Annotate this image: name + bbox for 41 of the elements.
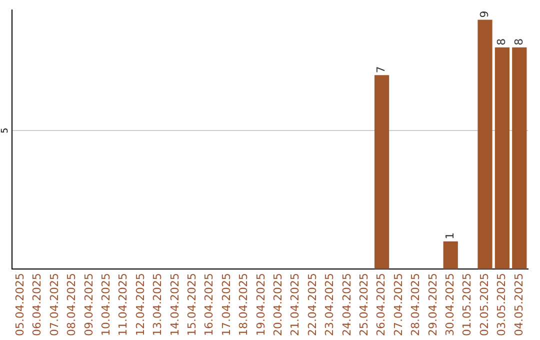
bar bbox=[443, 241, 458, 270]
x-tick-label: 17.04.2025 bbox=[220, 273, 233, 336]
x-tick-label: 05.04.2025 bbox=[13, 273, 26, 336]
x-tick-label: 21.04.2025 bbox=[288, 273, 302, 336]
data-label: 8 bbox=[512, 38, 526, 46]
x-tick-label: 03.05.2025 bbox=[495, 273, 508, 336]
x-tick-label: 07.04.2025 bbox=[48, 273, 61, 336]
x-tick-label: 22.04.2025 bbox=[306, 273, 319, 336]
x-tick-label: 01.05.2025 bbox=[460, 273, 474, 336]
x-tick-label: 13.04.2025 bbox=[151, 273, 164, 336]
x-tick-label: 08.04.2025 bbox=[65, 273, 78, 336]
x-tick-label: 12.04.2025 bbox=[134, 273, 147, 336]
x-tick-label: 29.04.2025 bbox=[426, 273, 440, 336]
x-tick-label: 30.04.2025 bbox=[443, 273, 456, 336]
x-tick-label: 15.04.2025 bbox=[185, 273, 198, 336]
x-tick-label: 10.04.2025 bbox=[99, 273, 112, 336]
bar bbox=[494, 47, 510, 270]
x-tick-label: 28.04.2025 bbox=[409, 273, 422, 336]
x-tick-label: 09.04.2025 bbox=[82, 273, 96, 336]
data-label: 9 bbox=[478, 10, 491, 18]
bar bbox=[478, 20, 492, 270]
data-label: 1 bbox=[443, 232, 456, 240]
x-tick-label: 11.04.2025 bbox=[116, 273, 130, 336]
x-tick-label: 18.04.2025 bbox=[237, 273, 250, 336]
x-tick-label: 19.04.2025 bbox=[254, 273, 268, 336]
x-tick-label: 23.04.2025 bbox=[323, 273, 336, 336]
y-tick-label: 5 bbox=[0, 128, 10, 134]
x-tick-label: 16.04.2025 bbox=[202, 273, 216, 336]
x-tick-label: 24.04.2025 bbox=[340, 273, 354, 336]
x-tick-label: 04.05.2025 bbox=[512, 273, 526, 336]
x-tick-label: 27.04.2025 bbox=[392, 273, 405, 336]
x-tick-label: 14.04.2025 bbox=[168, 273, 182, 336]
bar bbox=[374, 75, 390, 270]
x-tick-label: 20.04.2025 bbox=[271, 273, 284, 336]
bar bbox=[512, 47, 527, 270]
x-tick-label: 02.05.2025 bbox=[478, 273, 491, 336]
x-tick-label: 06.04.2025 bbox=[30, 273, 44, 336]
x-tick-label: 25.04.2025 bbox=[357, 273, 370, 336]
data-label: 8 bbox=[495, 38, 508, 46]
data-label: 7 bbox=[374, 66, 388, 74]
x-tick-label: 26.04.2025 bbox=[374, 273, 388, 336]
